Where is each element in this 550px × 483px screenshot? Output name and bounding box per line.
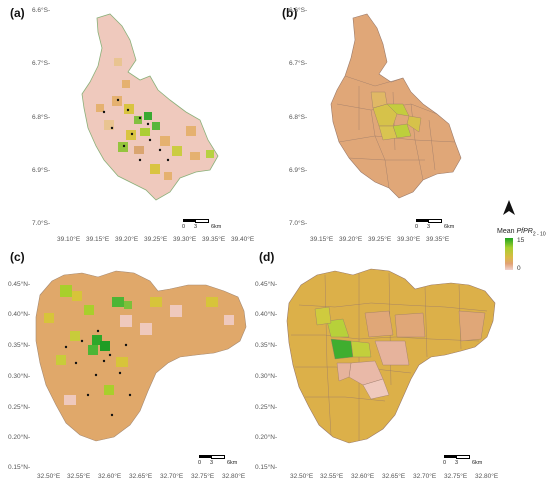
lat-tick: 6.9°S- (289, 167, 308, 174)
pixel-cells (96, 58, 214, 180)
lon-tick: 39.35°E (202, 236, 226, 243)
lat-tick: 0.40°N- (8, 311, 31, 318)
lat-tick: 0.20°N- (255, 434, 278, 441)
lat-tick: 6.8°S- (32, 114, 51, 121)
lat-tick: 0.15°N- (255, 464, 278, 471)
north-arrow-icon (503, 200, 515, 215)
scale-label: 0 (182, 224, 186, 230)
scale-label: 0 (415, 224, 419, 230)
map-dar-es-salaam-wards (330, 13, 462, 199)
panel-label: (d) (259, 250, 275, 264)
lon-tick: 32.80°E (475, 473, 499, 480)
lon-tick: 32.55°E (67, 473, 91, 480)
lon-tick: 32.50°E (290, 473, 314, 480)
scale-label: 6km (472, 460, 483, 466)
lon-tick: 32.70°E (413, 473, 437, 480)
scale-label: 6km (444, 224, 455, 230)
legend: Mean PfPR2 - 10 15 0 (497, 200, 549, 280)
panel-label: (a) (10, 6, 25, 20)
legend-max-label: 15 (517, 237, 525, 244)
lat-tick: 6.9°S- (32, 167, 51, 174)
legend-title-prefix: Mean (497, 228, 517, 235)
scale-label: 6km (227, 460, 238, 466)
legend-min-label: 0 (517, 265, 521, 272)
ward-fills (370, 91, 422, 141)
lon-tick: 32.70°E (160, 473, 184, 480)
lat-tick: 0.30°N- (255, 373, 278, 380)
scale-label: 3 (427, 224, 431, 230)
scale-label: 6km (211, 224, 222, 230)
lat-tick: 0.35°N- (8, 342, 31, 349)
lon-tick: 39.25°E (144, 236, 168, 243)
map-dar-es-salaam-pixel (81, 13, 219, 201)
lat-tick: 0.30°N- (8, 373, 31, 380)
ward-fills (314, 306, 486, 400)
map-panel-d: (d) 0.45°N- 0.40°N- 0.35°N- 0.30°N- 0.25… (255, 245, 550, 483)
lon-tick: 39.20°E (115, 236, 139, 243)
survey-points (64, 329, 132, 417)
lat-tick: 6.7°S- (289, 60, 308, 67)
lon-tick: 32.65°E (129, 473, 153, 480)
lat-tick: 0.45°N- (8, 281, 31, 288)
map-panel-a: (a) 6.6°S- 6.7°S- 6.8°S- 6.9°S- 7.0°S- 3… (0, 0, 275, 243)
lon-tick: 32.65°E (382, 473, 406, 480)
legend-title-italic: PfPR (516, 228, 533, 235)
lon-tick: 39.15°E (86, 236, 110, 243)
scale-label: 3 (210, 460, 214, 466)
lon-tick: 39.30°E (397, 236, 421, 243)
lat-tick: 6.8°S- (289, 114, 308, 121)
lon-tick: 32.60°E (351, 473, 375, 480)
panel-label: (c) (10, 250, 25, 264)
ward-boundaries (291, 272, 488, 441)
lon-tick: 39.20°E (339, 236, 363, 243)
lat-tick: 0.15°N- (8, 464, 31, 471)
lat-tick: 0.35°N- (255, 342, 278, 349)
scale-label: 0 (443, 460, 447, 466)
lon-tick: 39.25°E (368, 236, 392, 243)
map-kampala-wards (286, 268, 496, 444)
pixel-cells (44, 285, 234, 405)
scale-label: 0 (198, 460, 202, 466)
lon-tick: 39.30°E (173, 236, 197, 243)
lon-tick: 32.75°E (191, 473, 215, 480)
lat-tick: 0.25°N- (8, 404, 31, 411)
lon-tick: 39.40°E (231, 236, 255, 243)
lon-tick: 39.10°E (57, 236, 81, 243)
lat-tick: 7.0°S- (32, 220, 51, 227)
scale-label: 3 (194, 224, 198, 230)
lat-tick: 0.45°N- (255, 281, 278, 288)
lat-tick: 0.25°N- (255, 404, 278, 411)
map-panel-c: (c) 0.45°N- 0.40°N- 0.35°N- 0.30°N- 0.25… (0, 245, 275, 483)
lat-tick: 6.6°S- (289, 7, 308, 14)
lon-tick: 32.60°E (98, 473, 122, 480)
survey-points (102, 98, 170, 162)
lat-tick: 6.7°S- (32, 60, 51, 67)
lon-tick: 32.80°E (222, 473, 246, 480)
legend-title-suffix: 2 - 10 (532, 231, 546, 238)
lat-tick: 6.6°S- (32, 7, 51, 14)
panel-label: (b) (282, 6, 298, 20)
lat-tick: 0.40°N- (255, 311, 278, 318)
lon-tick: 32.55°E (320, 473, 344, 480)
lon-tick: 32.75°E (444, 473, 468, 480)
lat-tick: 7.0°S- (289, 220, 308, 227)
lon-tick: 32.50°E (37, 473, 61, 480)
map-kampala-pixel (35, 270, 247, 442)
scale-label: 3 (455, 460, 459, 466)
map-panel-b: (b) 6.6°S- 6.7°S- 6.8°S- 6.9°S- 7.0°S- 3… (275, 0, 497, 243)
legend-title: Mean PfPR2 - 10 (497, 228, 546, 237)
lon-tick: 39.35°E (426, 236, 450, 243)
lat-tick: 0.20°N- (8, 434, 31, 441)
lon-tick: 39.15°E (310, 236, 334, 243)
legend-color-gradient (505, 238, 513, 270)
